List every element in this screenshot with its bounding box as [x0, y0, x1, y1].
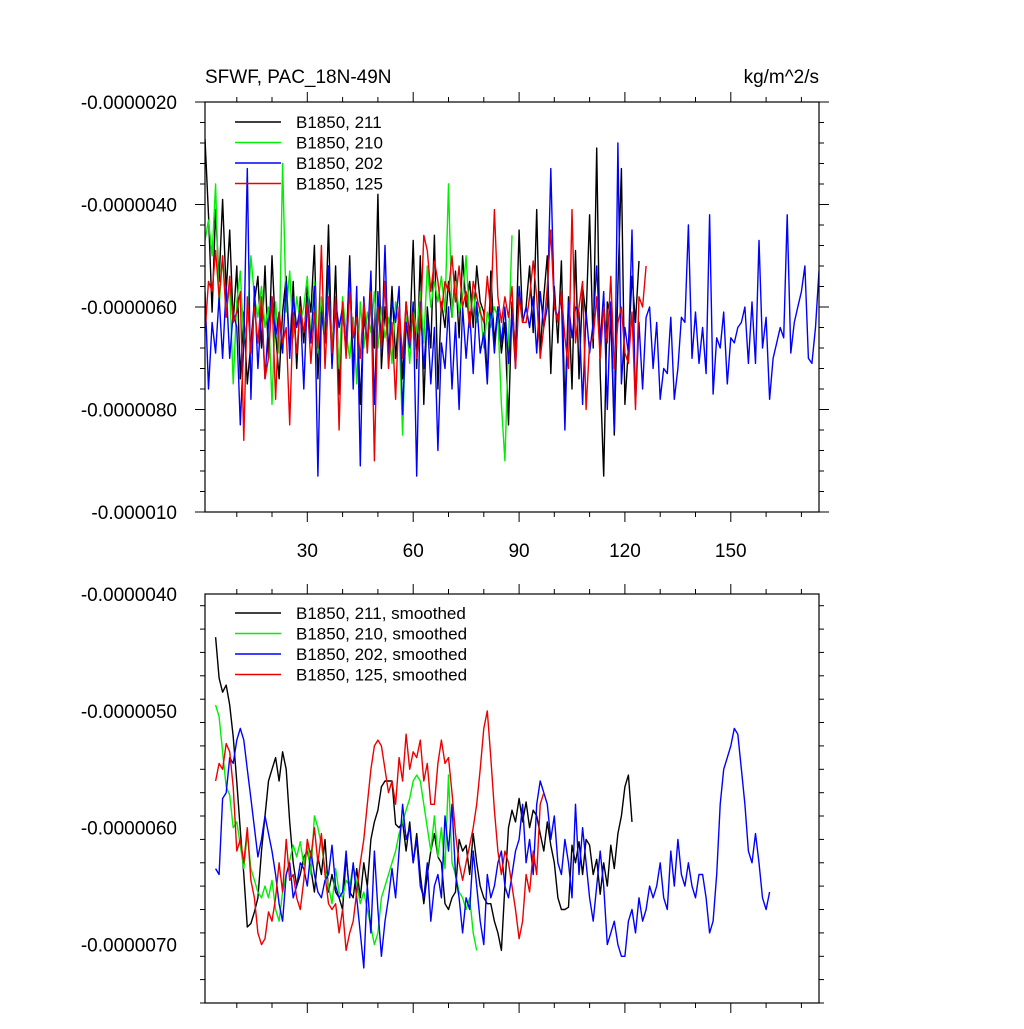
- x-tick-label: 30: [297, 541, 318, 562]
- y-tick-label: -0.0000060: [81, 298, 177, 319]
- top-panel: -0.0000020 -0.0000040 -0.0000060 -0.0000080…: [81, 67, 829, 562]
- series-group: [214, 637, 771, 969]
- series-line-0: [214, 637, 633, 952]
- series-line-2: [214, 727, 771, 969]
- legend-label: B1850, 211, smoothed: [296, 604, 466, 623]
- x-tick-label: 150: [715, 541, 747, 562]
- legend-label: B1850, 210: [296, 134, 383, 153]
- x-tick-label: 90: [508, 541, 529, 562]
- y-tick-label: -0.0000070: [81, 936, 177, 957]
- y-tick-label: -0.0000080: [81, 401, 177, 422]
- y-tick-label: -0.0000020: [81, 93, 177, 114]
- y-tick-label: -0.0000040: [81, 196, 177, 217]
- series-line-1: [214, 704, 478, 951]
- y-tick-label: -0.0000050: [81, 702, 177, 723]
- legend-label: B1850, 211: [296, 113, 382, 132]
- legend-label: B1850, 125: [296, 175, 383, 194]
- y-tick-label: -0.0000060: [81, 819, 177, 840]
- y-tick-label: -0.0000040: [81, 585, 177, 606]
- series-line-2: [205, 142, 819, 477]
- chart-units: kg/m^2/s: [744, 67, 819, 88]
- series-group: [205, 138, 819, 477]
- bottom-panel: -0.0000040 -0.0000050 -0.0000060 -0.0000070…: [81, 584, 824, 1013]
- legend-label: B1850, 202, smoothed: [296, 645, 467, 664]
- legend-label: B1850, 202: [296, 154, 383, 173]
- plot-frame: [204, 593, 820, 1004]
- x-tick-label: 60: [403, 541, 424, 562]
- y-tick-label: -0.000010: [91, 503, 177, 524]
- chart-title: SFWF, PAC_18N-49N: [205, 67, 392, 88]
- legend-label: B1850, 210, smoothed: [296, 625, 467, 644]
- legend-label: B1850, 125, smoothed: [296, 666, 467, 685]
- x-tick-label: 120: [609, 541, 641, 562]
- series-line-3: [205, 208, 647, 462]
- series-line-3: [214, 710, 545, 952]
